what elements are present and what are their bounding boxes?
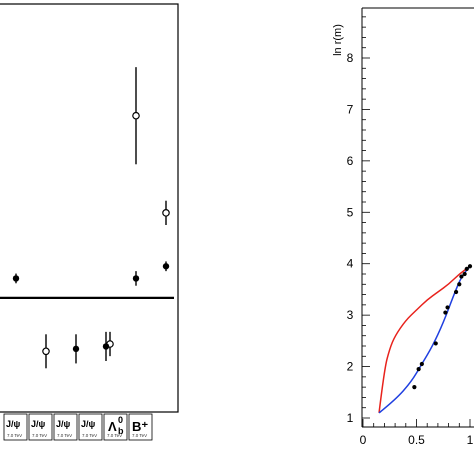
red-curve (378, 265, 471, 413)
left-panel: J/ψ 7.0 TeV J/ψ 7.0 TeV J/ψ 7.0 TeV J/ψ 7.0 TeV… (0, 3, 179, 441)
filled-marker-1 (72, 345, 80, 353)
data-point-7 (457, 282, 462, 287)
badge-frame (3, 413, 28, 441)
badge-frame (78, 413, 103, 441)
badge-frame (28, 413, 53, 441)
filled-marker-3 (132, 275, 140, 282)
badge-label: Λ (108, 419, 117, 434)
data-point-5 (445, 305, 450, 310)
y-tick-label: 6 (347, 154, 354, 168)
y-tick-label: 1 (347, 411, 354, 425)
badge-energy: 7.0 TeV (82, 433, 97, 438)
blue-curve (378, 265, 471, 414)
x-tick-label: 0.5 (408, 433, 425, 447)
badge-label: J/ψ (56, 419, 71, 429)
badge-energy: 7.0 TeV (7, 433, 22, 438)
y-tick-label: 3 (347, 308, 354, 322)
category-badge-5: B⁺7.0 TeV (128, 413, 153, 441)
data-point-6 (453, 289, 459, 295)
data-point-8 (459, 274, 464, 279)
y-tick-label: 7 (347, 102, 354, 116)
badge-frame (128, 413, 153, 441)
badge-label: J/ψ (31, 419, 46, 429)
data-point-1 (416, 367, 421, 372)
data-point-3 (433, 341, 438, 346)
filled-marker-2 (102, 343, 110, 350)
right-panel: 1 2 3 4 5 6 7 8ln r(m) 0 0.5 1 (332, 7, 474, 447)
filled-marker-4 (162, 263, 170, 270)
y-tick-label: 5 (347, 205, 354, 219)
open-marker-3 (162, 209, 170, 217)
data-point-0 (412, 385, 417, 390)
data-point-2 (419, 361, 424, 367)
badge-superscript: 0 (118, 415, 123, 425)
open-marker-0 (42, 347, 50, 356)
data-point-10 (464, 266, 469, 271)
data-point-4 (443, 310, 448, 315)
badge-label: B⁺ (132, 419, 148, 434)
badge-label: J/ψ (6, 419, 21, 429)
badge-frame (103, 413, 128, 441)
y-axis-label: ln r(m) (332, 24, 344, 56)
data-point-11 (467, 264, 473, 269)
category-badge-1: J/ψ 7.0 TeV (28, 413, 53, 441)
y-tick-label: 2 (347, 360, 354, 374)
y-tick-label: 4 (347, 257, 354, 271)
left-plot-frame (0, 3, 179, 413)
data-point-9 (462, 271, 467, 277)
x-tick-label: 1 (467, 433, 474, 447)
category-badge-2: J/ψ 7.0 TeV (53, 413, 78, 441)
badge-energy: 7.0 TeV (32, 433, 47, 438)
badge-label: J/ψ (81, 419, 96, 429)
open-marker-2 (132, 111, 140, 120)
badge-subscript: b (118, 426, 124, 436)
category-badge-0: J/ψ 7.0 TeV (3, 413, 28, 441)
badge-frame (53, 413, 78, 441)
filled-marker-0 (12, 275, 20, 282)
category-badge-4: Λ 0b7.0 TeV (103, 413, 128, 441)
badge-energy: 7.0 TeV (132, 433, 147, 438)
badge-energy: 7.0 TeV (107, 433, 122, 438)
category-badge-3: J/ψ 7.0 TeV (78, 413, 103, 441)
badge-energy: 7.0 TeV (57, 433, 72, 438)
x-tick-label: 0 (360, 433, 367, 447)
y-tick-label: 8 (347, 51, 354, 65)
